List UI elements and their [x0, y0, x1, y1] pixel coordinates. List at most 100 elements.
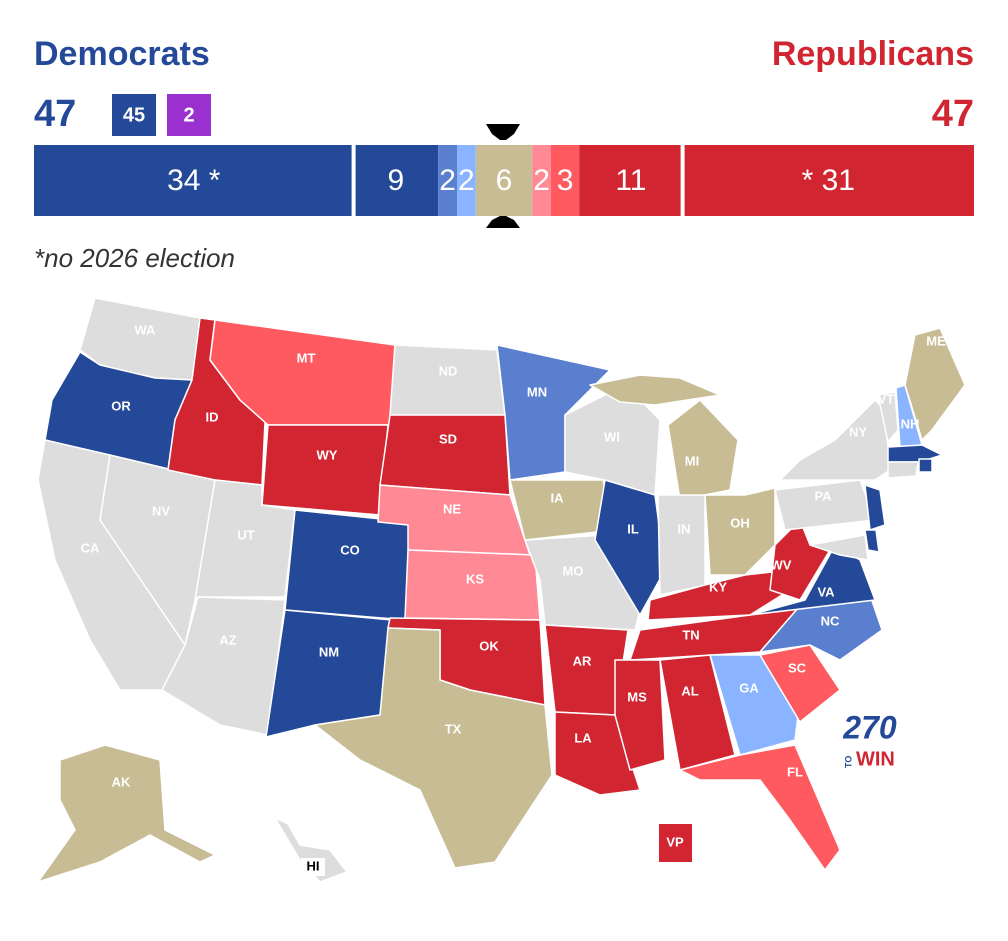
state: [659, 654, 736, 771]
state-label: TX: [445, 721, 462, 736]
us-map: WA OR CA NV ID MT WY UT AZ CO NM ND SD NE KS OK TX MN IA MO…: [37, 297, 966, 883]
state-label: HI: [307, 858, 320, 873]
state-label: SD: [439, 431, 457, 446]
seat-segment: [551, 145, 580, 216]
vp-box: [659, 824, 692, 862]
state-label: ND: [439, 363, 458, 378]
seat-segment: [353, 145, 439, 216]
state-label: WI: [604, 429, 620, 444]
seat-segment: [34, 145, 354, 216]
state-label: NE: [443, 501, 461, 516]
caucus-box: [112, 94, 156, 136]
seat-count: 11: [615, 164, 646, 197]
state-label: KS: [466, 571, 484, 586]
seat-count: 9: [388, 164, 405, 197]
state-label: WY: [317, 447, 338, 462]
state-label: FL: [787, 764, 803, 779]
state-label: MI: [685, 453, 699, 468]
rep-name: Republicans: [772, 35, 974, 73]
state: [589, 374, 721, 406]
seat-count: 3: [557, 164, 574, 197]
caucus-box: [167, 94, 211, 136]
vp-label: VP: [666, 834, 684, 849]
state-label: OK: [479, 638, 499, 653]
seat-segment: [579, 145, 683, 216]
seat-count: 34 *: [167, 164, 221, 197]
caucus-count: 45: [123, 104, 145, 126]
seat-segment: [457, 145, 476, 216]
state: [161, 596, 286, 736]
state: [887, 461, 919, 479]
seat-segment: [438, 145, 457, 216]
state: [918, 458, 933, 473]
logo-small: TO: [843, 756, 853, 768]
state-label: ID: [206, 409, 219, 424]
state: [779, 399, 891, 481]
majority-marker: [486, 216, 520, 228]
footnote: *no 2026 election: [34, 243, 235, 273]
label-box: [301, 858, 325, 876]
state: [864, 529, 880, 553]
state-label: VA: [817, 584, 835, 599]
state-label: IL: [627, 521, 639, 536]
majority-marker: [486, 124, 520, 140]
state: [261, 424, 389, 516]
state: [904, 327, 966, 441]
dem-name: Democrats: [34, 35, 210, 73]
state: [704, 487, 776, 576]
state-label: CO: [340, 542, 360, 557]
state: [864, 484, 886, 531]
state: [594, 479, 666, 616]
state: [389, 344, 506, 416]
state: [37, 744, 216, 883]
state-label: GA: [739, 680, 759, 695]
state: [314, 627, 553, 869]
dem-total: 47: [34, 93, 76, 135]
state-label: MN: [527, 384, 547, 399]
state-label: PA: [814, 488, 832, 503]
state-label: NH: [901, 416, 920, 431]
seat-segment: [682, 145, 974, 216]
state: [667, 399, 739, 501]
state-label: SC: [788, 660, 807, 675]
seat-bar: 34 * 9 2 2 6 2 3 11 * 31: [34, 145, 974, 216]
state-label: OH: [730, 515, 750, 530]
state-label: LA: [574, 730, 592, 745]
state: [877, 391, 899, 443]
state-label: AL: [681, 683, 698, 698]
state: [554, 711, 641, 796]
state-label: AR: [573, 653, 592, 668]
seat-count: 2: [458, 164, 475, 197]
seat-segment: [532, 145, 551, 216]
state-label: MS: [627, 689, 647, 704]
state-label: IA: [551, 490, 565, 505]
state-label: AZ: [219, 632, 236, 647]
logo-number: 270: [842, 709, 897, 745]
state-label: NM: [319, 644, 339, 659]
state: [809, 534, 869, 561]
state-label: CA: [81, 540, 100, 555]
rep-total: 47: [932, 93, 974, 135]
state-label: WA: [135, 322, 157, 337]
state-label: MO: [563, 563, 584, 578]
state-label: ME: [926, 333, 946, 348]
state: [379, 414, 511, 496]
state-label: MT: [297, 350, 316, 365]
seat-segment: [475, 145, 533, 216]
state-label: UT: [237, 527, 254, 542]
state: [759, 644, 841, 723]
state: [614, 659, 666, 771]
state: [284, 509, 411, 621]
state-label: AK: [112, 774, 131, 789]
state-label: NC: [821, 613, 840, 628]
state: [679, 744, 841, 871]
state-label: KY: [709, 579, 727, 594]
seat-count: 6: [496, 164, 513, 197]
state-label: IN: [678, 521, 691, 536]
state-label: NV: [152, 503, 170, 518]
state-label: VT: [878, 391, 895, 406]
state-label: NY: [849, 424, 867, 439]
state-label: TN: [682, 627, 699, 642]
state: [887, 444, 943, 463]
